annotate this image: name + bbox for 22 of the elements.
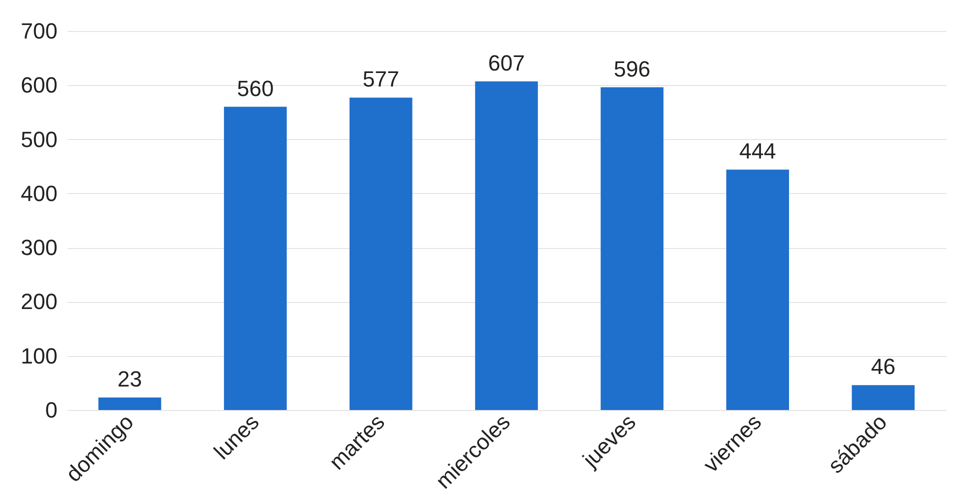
data-label: 577	[362, 66, 400, 92]
y-tick-label: 0	[45, 398, 58, 422]
bar	[600, 87, 664, 410]
y-tick-label: 400	[20, 180, 58, 206]
data-label: 444	[739, 138, 776, 164]
y-tick-label: 500	[20, 126, 58, 152]
bar	[350, 98, 412, 410]
y-tick-label: 300	[20, 235, 58, 260]
data-label: 46	[870, 354, 896, 380]
bar	[98, 398, 162, 410]
data-label: 607	[488, 50, 525, 76]
data-label: 560	[237, 76, 274, 101]
y-tick-label: 700	[20, 18, 58, 44]
bar	[852, 385, 915, 410]
y-tick-label: 600	[20, 72, 58, 98]
y-tick-label: 100	[20, 343, 58, 368]
data-label: 23	[118, 366, 142, 392]
bar	[224, 106, 287, 410]
y-tick-label: 200	[20, 289, 58, 314]
bar	[475, 81, 538, 410]
data-label: 596	[614, 56, 650, 82]
bar	[726, 170, 790, 410]
